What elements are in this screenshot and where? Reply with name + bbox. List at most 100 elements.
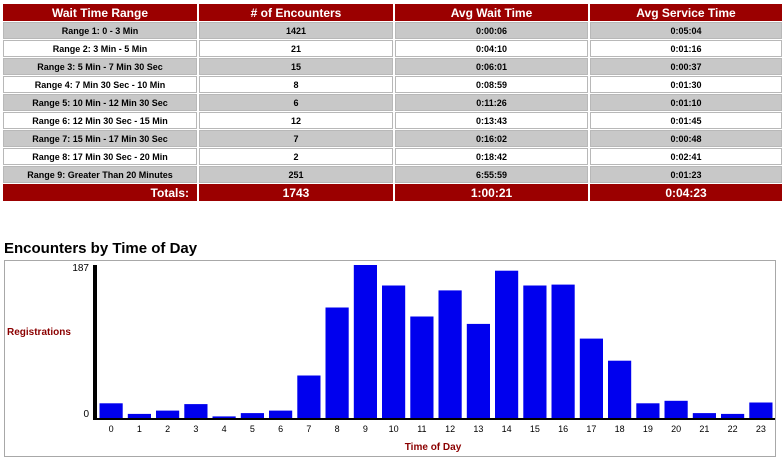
x-tick-label: 12 [445, 424, 455, 434]
x-tick-label: 20 [671, 424, 681, 434]
chart-panel: 0 1 2 3 4 5 6 7 8 9 10 11 12 13 14 15 16 17 18 19 20 21 22 23 0 1… [4, 260, 776, 457]
bar-hour-22 [721, 413, 745, 418]
bar-hour-6 [269, 410, 293, 418]
encounters-cell: 1421 [199, 22, 393, 39]
table-row: Range 9: Greater Than 20 Minutes 251 6:5… [3, 166, 782, 183]
table-row: Range 6: 12 Min 30 Sec - 15 Min 12 0:13:… [3, 112, 782, 129]
header-avg-wait-time[interactable]: Avg Wait Time [395, 4, 588, 21]
table-header-row: Wait Time Range # of Encounters Avg Wait… [3, 4, 782, 21]
avg-service-cell: 0:05:04 [590, 22, 782, 39]
x-tick-label: 4 [222, 424, 227, 434]
x-tick-label: 15 [530, 424, 540, 434]
y-axis-label: Registrations [7, 327, 71, 338]
totals-row: Totals: 1743 1:00:21 0:04:23 [3, 184, 782, 201]
bar-hour-17 [579, 338, 603, 418]
bar-hour-20 [664, 400, 688, 418]
encounters-cell: 21 [199, 40, 393, 57]
wait-time-table: Wait Time Range # of Encounters Avg Wait… [1, 3, 782, 202]
range-cell: Range 6: 12 Min 30 Sec - 15 Min [3, 112, 197, 129]
bar-hour-1 [127, 413, 151, 418]
x-tick-label: 5 [250, 424, 255, 434]
avg-wait-cell: 0:04:10 [395, 40, 588, 57]
bar-hour-4 [212, 416, 236, 418]
x-tick-label: 7 [306, 424, 311, 434]
bar-hour-3 [184, 404, 208, 418]
header-avg-service-time[interactable]: Avg Service Time [590, 4, 782, 21]
encounters-cell: 6 [199, 94, 393, 111]
avg-wait-cell: 0:13:43 [395, 112, 588, 129]
x-tick-label: 2 [165, 424, 170, 434]
x-tick-label: 21 [699, 424, 709, 434]
table-row: Range 2: 3 Min - 5 Min 21 0:04:10 0:01:1… [3, 40, 782, 57]
bar-hour-15 [523, 285, 547, 418]
bar-hour-7 [297, 375, 321, 418]
avg-service-cell: 0:00:37 [590, 58, 782, 75]
bar-hour-16 [551, 284, 575, 418]
avg-wait-cell: 0:16:02 [395, 130, 588, 147]
total-encounters: 1743 [199, 184, 393, 201]
x-tick-label: 6 [278, 424, 283, 434]
total-avg-service: 0:04:23 [590, 184, 782, 201]
table-row: Range 3: 5 Min - 7 Min 30 Sec 15 0:06:01… [3, 58, 782, 75]
encounters-cell: 7 [199, 130, 393, 147]
encounters-cell: 8 [199, 76, 393, 93]
bar-hour-13 [466, 323, 490, 418]
total-avg-wait: 1:00:21 [395, 184, 588, 201]
x-tick-label: 13 [473, 424, 483, 434]
avg-wait-cell: 0:18:42 [395, 148, 588, 165]
avg-service-cell: 0:01:30 [590, 76, 782, 93]
bar-hour-5 [240, 413, 264, 418]
table-row: Range 8: 17 Min 30 Sec - 20 Min 2 0:18:4… [3, 148, 782, 165]
x-tick-label: 22 [728, 424, 738, 434]
x-tick-label: 16 [558, 424, 568, 434]
range-cell: Range 5: 10 Min - 12 Min 30 Sec [3, 94, 197, 111]
avg-service-cell: 0:01:23 [590, 166, 782, 183]
table-row: Range 1: 0 - 3 Min 1421 0:00:06 0:05:04 [3, 22, 782, 39]
x-axis-label: Time of Day [405, 442, 462, 453]
chart-title: Encounters by Time of Day [4, 240, 198, 257]
x-tick-label: 23 [756, 424, 766, 434]
x-tick-label: 9 [363, 424, 368, 434]
avg-service-cell: 0:01:45 [590, 112, 782, 129]
avg-wait-cell: 0:11:26 [395, 94, 588, 111]
range-cell: Range 1: 0 - 3 Min [3, 22, 197, 39]
encounters-cell: 15 [199, 58, 393, 75]
table-row: Range 5: 10 Min - 12 Min 30 Sec 6 0:11:2… [3, 94, 782, 111]
bar-hour-0 [99, 403, 123, 418]
x-tick-label: 3 [193, 424, 198, 434]
y-tick-label-min: 0 [83, 409, 89, 420]
x-tick-label: 11 [417, 424, 426, 434]
bar-hour-12 [438, 290, 462, 418]
range-cell: Range 8: 17 Min 30 Sec - 20 Min [3, 148, 197, 165]
avg-wait-cell: 0:08:59 [395, 76, 588, 93]
avg-service-cell: 0:01:10 [590, 94, 782, 111]
x-tick-label: 8 [335, 424, 340, 434]
avg-wait-cell: 0:06:01 [395, 58, 588, 75]
range-cell: Range 4: 7 Min 30 Sec - 10 Min [3, 76, 197, 93]
bar-hour-19 [636, 403, 660, 418]
x-tick-label: 17 [586, 424, 596, 434]
table-row: Range 7: 15 Min - 17 Min 30 Sec 7 0:16:0… [3, 130, 782, 147]
totals-label: Totals: [3, 184, 197, 201]
x-tick-label: 14 [502, 424, 512, 434]
header-wait-time-range[interactable]: Wait Time Range [3, 4, 197, 21]
bar-hour-10 [382, 285, 406, 418]
bar-hour-9 [353, 265, 377, 418]
avg-wait-cell: 6:55:59 [395, 166, 588, 183]
table-row: Range 4: 7 Min 30 Sec - 10 Min 8 0:08:59… [3, 76, 782, 93]
header-encounters[interactable]: # of Encounters [199, 4, 393, 21]
bar-hour-11 [410, 316, 434, 418]
bar-hour-23 [749, 402, 773, 418]
bar-hour-14 [495, 270, 519, 418]
range-cell: Range 3: 5 Min - 7 Min 30 Sec [3, 58, 197, 75]
x-tick-label: 19 [643, 424, 653, 434]
bar-hour-2 [156, 410, 180, 418]
x-tick-label: 1 [137, 424, 142, 434]
y-tick-label-max: 187 [72, 263, 89, 274]
range-cell: Range 2: 3 Min - 5 Min [3, 40, 197, 57]
x-tick-label: 0 [109, 424, 114, 434]
range-cell: Range 9: Greater Than 20 Minutes [3, 166, 197, 183]
encounters-cell: 2 [199, 148, 393, 165]
bar-hour-21 [692, 413, 716, 418]
avg-wait-cell: 0:00:06 [395, 22, 588, 39]
